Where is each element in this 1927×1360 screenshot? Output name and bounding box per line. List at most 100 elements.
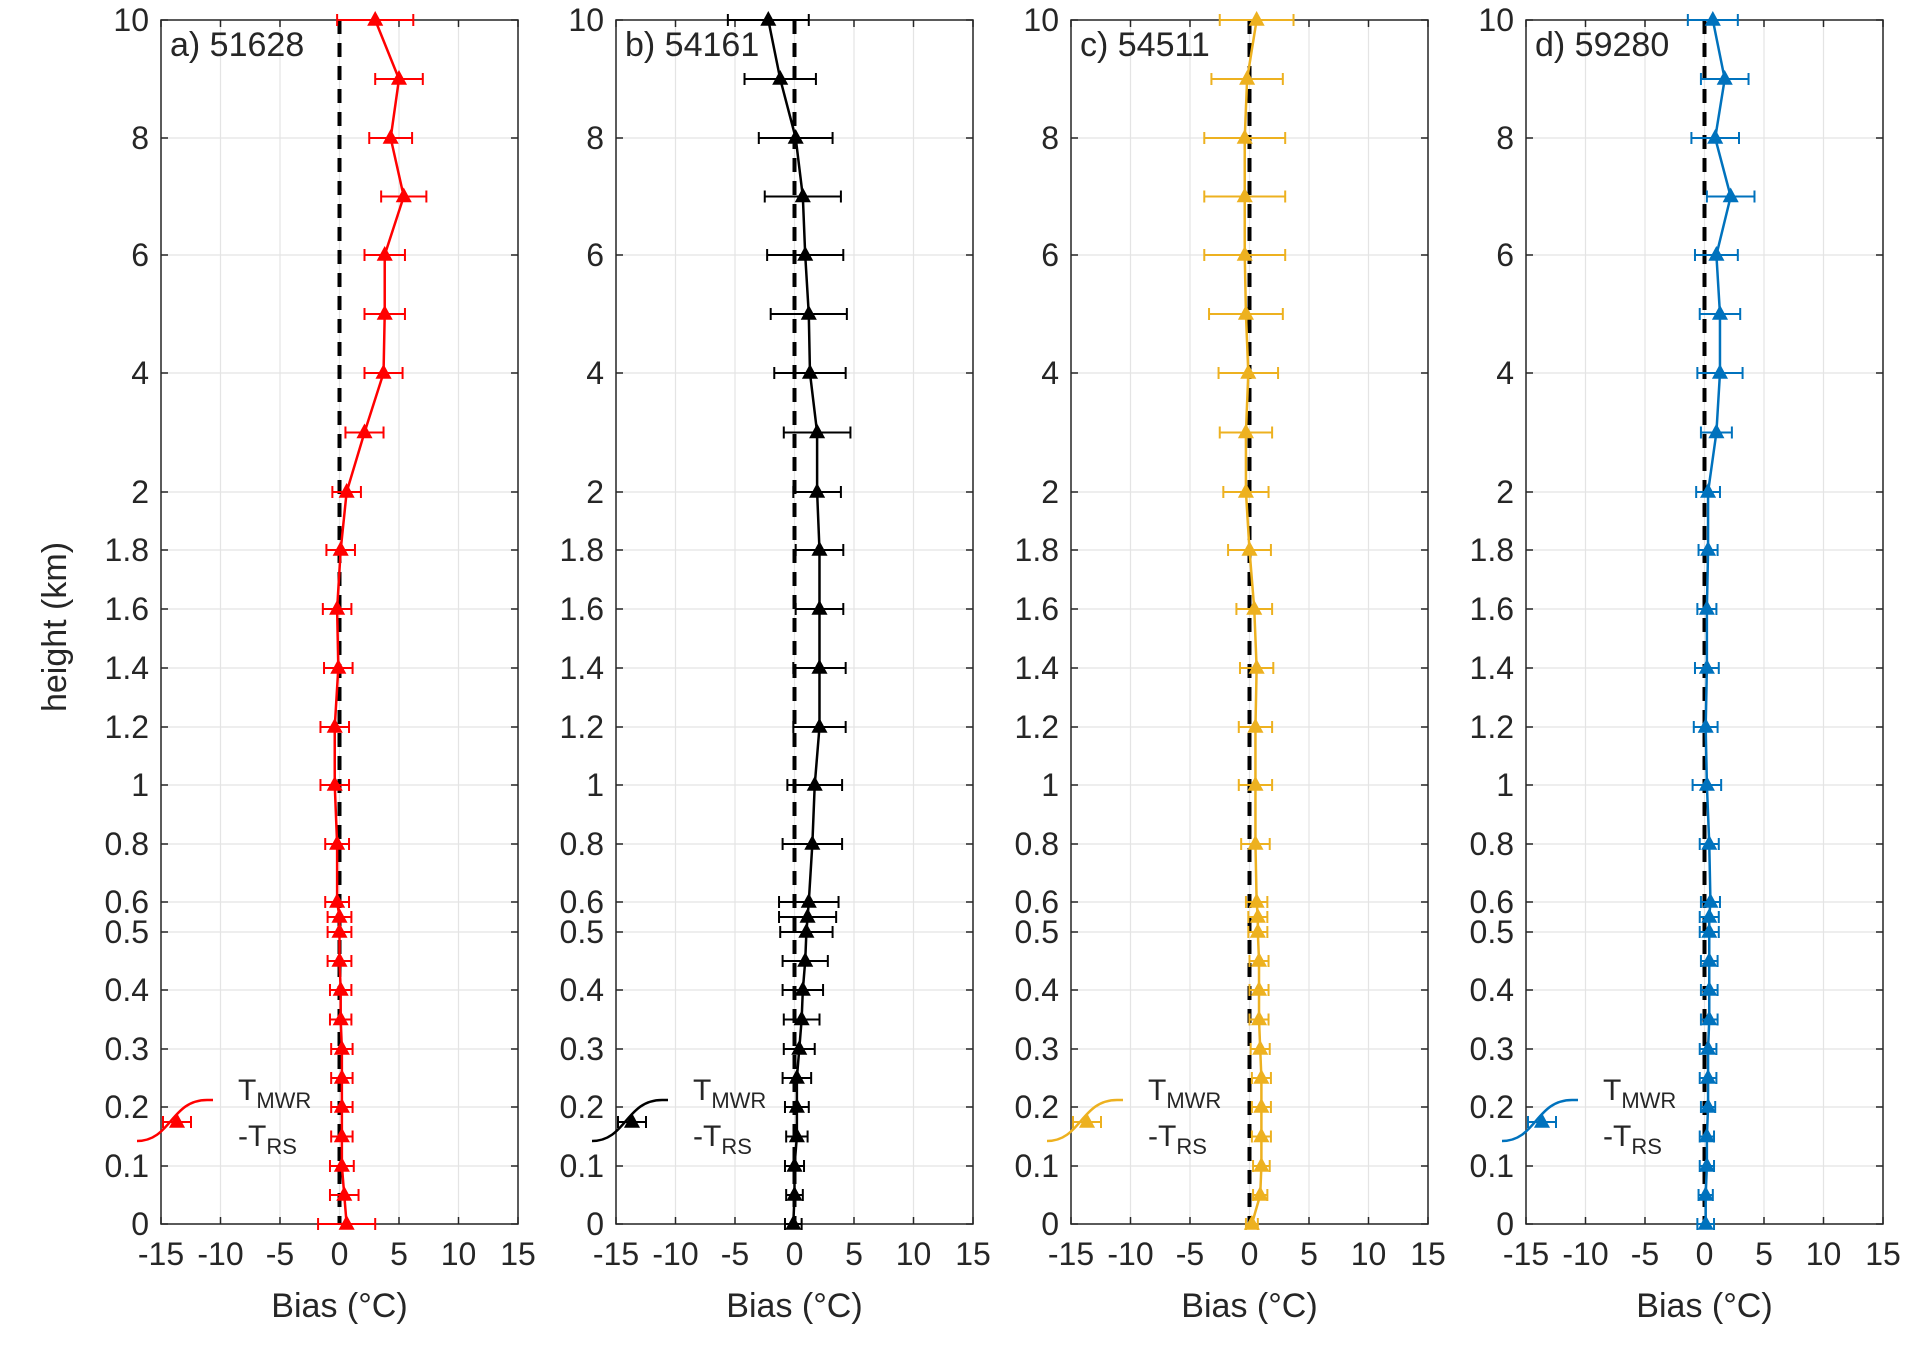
y-tick-label: 1.8 bbox=[105, 532, 149, 568]
panel-title: a) 51628 bbox=[170, 26, 304, 64]
data-point bbox=[1700, 482, 1717, 498]
y-tick-label: 0.4 bbox=[1470, 972, 1514, 1008]
x-tick-label: -5 bbox=[721, 1236, 749, 1272]
data-point bbox=[1708, 423, 1725, 439]
data-point bbox=[1248, 892, 1265, 908]
data-point bbox=[1239, 69, 1256, 85]
data-point bbox=[1697, 717, 1714, 733]
y-tick-label: 10 bbox=[113, 2, 149, 38]
legend-text-second: -TRS bbox=[693, 1120, 752, 1159]
y-tick-label: 6 bbox=[1041, 237, 1059, 273]
x-axis-label: Bias (°C) bbox=[726, 1287, 862, 1325]
y-tick-label: 1 bbox=[1041, 767, 1059, 803]
data-point bbox=[1701, 834, 1718, 850]
x-tick-label: -5 bbox=[1176, 1236, 1204, 1272]
data-point bbox=[1236, 187, 1253, 203]
y-tick-label: 0.3 bbox=[105, 1031, 149, 1067]
data-point bbox=[1701, 922, 1718, 938]
y-tick-label: 4 bbox=[1496, 355, 1514, 391]
x-tick-label: -10 bbox=[1562, 1236, 1608, 1272]
y-tick-label: 0.2 bbox=[1015, 1089, 1059, 1125]
panel-3: -15 -10 -5 0 5 10 15 0 0.1 0.2 0.3 0.4 0.50.6 0.8 1 1.2… bbox=[1470, 2, 1901, 1325]
legend-text-main: TMWR bbox=[693, 1074, 766, 1113]
x-tick-label: 15 bbox=[1410, 1236, 1446, 1272]
series-line bbox=[1243, 19, 1263, 1225]
y-tick-label: 0.3 bbox=[1470, 1031, 1514, 1067]
y-tick-label: 10 bbox=[1023, 2, 1059, 38]
series bbox=[726, 10, 852, 1230]
series-line bbox=[333, 19, 406, 1225]
data-point bbox=[1237, 304, 1254, 320]
data-point bbox=[332, 1010, 349, 1026]
y-tick-label: 0.5 bbox=[1470, 914, 1514, 950]
data-point bbox=[333, 1097, 350, 1113]
data-point bbox=[799, 907, 816, 923]
y-tick-label: 1.2 bbox=[1470, 709, 1514, 745]
series bbox=[1686, 10, 1756, 1230]
legend-line bbox=[591, 1098, 668, 1143]
data-point bbox=[1249, 907, 1266, 923]
data-point bbox=[800, 892, 817, 908]
data-point bbox=[1253, 1127, 1270, 1143]
y-tick-label: 0.4 bbox=[560, 972, 604, 1008]
y-tick-label: 1.8 bbox=[1015, 532, 1059, 568]
data-point bbox=[338, 482, 355, 498]
ticks: -15 -10 -5 0 5 10 15 0 0.1 0.2 0.3 0.4 0.50.6 0.8 1 1.2… bbox=[105, 2, 536, 1272]
y-tick-label: 1.4 bbox=[105, 650, 149, 686]
data-point bbox=[382, 128, 399, 144]
y-tick-label: 10 bbox=[568, 2, 604, 38]
x-tick-label: 0 bbox=[1696, 1236, 1714, 1272]
data-point bbox=[1241, 540, 1258, 556]
data-point bbox=[333, 1127, 350, 1143]
data-point bbox=[811, 658, 828, 674]
data-point bbox=[1250, 980, 1268, 996]
series bbox=[317, 10, 428, 1230]
panel-2: -15 -10 -5 0 5 10 15 0 0.1 0.2 0.3 0.4 0.50.6 0.8 1 1.2… bbox=[1015, 2, 1446, 1325]
data-point bbox=[809, 423, 826, 439]
data-point bbox=[329, 892, 346, 908]
y-tick-label: 0.8 bbox=[1015, 826, 1059, 862]
data-point bbox=[1252, 1185, 1269, 1201]
x-tick-label: -15 bbox=[1048, 1236, 1094, 1272]
data-point bbox=[375, 363, 392, 379]
y-tick-label: 0.5 bbox=[560, 914, 604, 950]
data-point bbox=[1250, 951, 1268, 967]
y-tick-label: 0.2 bbox=[1470, 1089, 1514, 1125]
data-point bbox=[329, 834, 346, 850]
data-point bbox=[788, 1127, 805, 1143]
data-point bbox=[786, 1156, 803, 1172]
legend-line bbox=[1501, 1098, 1578, 1143]
data-point bbox=[1716, 69, 1733, 85]
data-point bbox=[367, 10, 384, 26]
legend-marker bbox=[168, 1112, 186, 1128]
data-point bbox=[793, 1010, 810, 1026]
y-tick-label: 1.2 bbox=[105, 709, 149, 745]
data-point bbox=[1701, 1010, 1718, 1026]
data-point bbox=[809, 482, 826, 498]
y-tick-label: 1 bbox=[131, 767, 149, 803]
x-tick-label: 15 bbox=[1865, 1236, 1901, 1272]
data-point bbox=[788, 1068, 805, 1084]
x-tick-label: 15 bbox=[955, 1236, 991, 1272]
data-point bbox=[1240, 363, 1257, 379]
data-point bbox=[329, 599, 346, 615]
x-tick-label: -5 bbox=[1631, 1236, 1659, 1272]
data-point bbox=[1248, 10, 1265, 26]
y-tick-label: 6 bbox=[131, 237, 149, 273]
x-tick-label: 0 bbox=[331, 1236, 349, 1272]
panel-1: -15 -10 -5 0 5 10 15 0 0.1 0.2 0.3 0.4 0.50.6 0.8 1 1.2… bbox=[560, 2, 991, 1325]
y-tick-label: 0.8 bbox=[105, 826, 149, 862]
data-point bbox=[1707, 128, 1724, 144]
legend: TMWR -TRS bbox=[136, 1074, 311, 1159]
y-tick-label: 6 bbox=[586, 237, 604, 273]
x-tick-label: 5 bbox=[1300, 1236, 1318, 1272]
data-point bbox=[794, 980, 811, 996]
data-point bbox=[326, 717, 343, 733]
data-point bbox=[1697, 1185, 1714, 1201]
legend-line bbox=[1046, 1098, 1123, 1143]
y-tick-label: 10 bbox=[1478, 2, 1514, 38]
data-point bbox=[331, 907, 348, 923]
y-tick-label: 0.8 bbox=[1470, 826, 1514, 862]
data-point bbox=[332, 980, 349, 996]
